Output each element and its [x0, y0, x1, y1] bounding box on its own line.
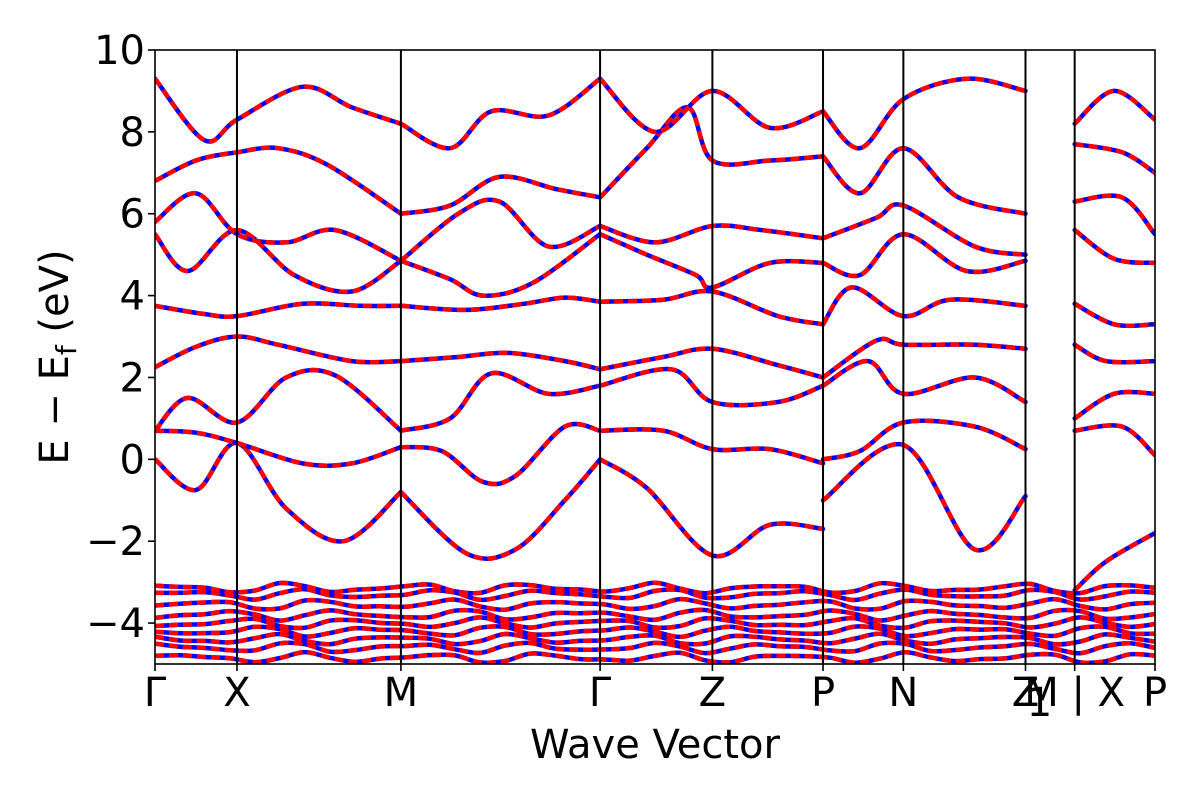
- band-line-red-16: [400, 350, 601, 372]
- x-tick-label-sub: 1: [1027, 680, 1052, 726]
- band-line-red-27: [599, 232, 824, 290]
- y-tick-label: 2: [120, 355, 145, 401]
- x-tick-label: P: [1143, 670, 1167, 716]
- y-tick-label: −4: [86, 601, 145, 647]
- band-line-red-2: [598, 457, 824, 559]
- y-tick-label: 8: [120, 110, 145, 156]
- y-tick-label: 4: [120, 274, 145, 320]
- x-tick-label: P: [811, 670, 835, 716]
- band-line-red-6: [400, 421, 601, 487]
- band-line-red-25: [155, 227, 403, 295]
- band-line-blue-40: [155, 76, 404, 144]
- x-tick-label: X: [223, 670, 250, 716]
- x-tick-label: N: [888, 670, 918, 716]
- band-line-red-11: [400, 370, 601, 433]
- y-tick-label: −2: [86, 519, 145, 565]
- band-line-red-14: [1073, 389, 1155, 421]
- kpoint-lines: [235, 50, 1076, 664]
- band-line-red-39: [1074, 141, 1155, 175]
- band-line-red-4: [1073, 531, 1155, 592]
- band-line-red-10: [155, 367, 403, 433]
- band-line-red-35: [155, 145, 403, 216]
- band-line-blue-41: [398, 76, 603, 151]
- band-line-red-24: [1073, 301, 1155, 329]
- band-line-red-9: [1074, 423, 1155, 457]
- x-tick-label: Γ: [144, 670, 167, 716]
- x-tick-label: Z: [1012, 670, 1039, 716]
- y-axis: −4 −2 0 2 4 6 8 10: [86, 28, 155, 647]
- y-axis-label-sub: f: [50, 344, 83, 355]
- y-tick-label: 10: [94, 28, 145, 74]
- y-axis-label-main: E − E: [32, 355, 78, 465]
- band-line-red-31: [399, 197, 602, 263]
- band-line-red-36: [400, 174, 601, 216]
- band-line-red-core-6: [155, 596, 1155, 613]
- band-line-red-34: [1074, 193, 1155, 236]
- band-line-red-20: [155, 301, 401, 319]
- band-line-red-core-5: [155, 607, 1155, 623]
- x-axis-label: Wave Vector: [530, 722, 781, 768]
- band-line-red-core-8: [155, 580, 1155, 596]
- y-axis-label: E − Ef (eV): [32, 249, 83, 464]
- x-tick-label: M: [384, 670, 419, 716]
- y-tick-label: 0: [120, 437, 145, 483]
- band-line-red-core-0: [155, 649, 1155, 664]
- band-line-red-30: [155, 191, 402, 263]
- band-line-red-0: [155, 440, 403, 544]
- band-line-red-5: [155, 428, 402, 468]
- y-axis-label-unit: (eV): [32, 249, 78, 345]
- band-line-red-core-1: [155, 640, 1155, 656]
- x-tick-label: M | X: [1024, 670, 1125, 716]
- x-tick-label: Z: [699, 670, 726, 716]
- band-line-red-42: [598, 77, 824, 135]
- x-tick-label: Γ: [589, 670, 612, 716]
- band-line-red-29: [1073, 228, 1155, 266]
- band-line-red-core-7: [155, 586, 1155, 603]
- band-line-red-44: [1073, 88, 1155, 126]
- band-line-red-3: [821, 441, 1028, 553]
- band-line-red-core-4: [155, 615, 1155, 631]
- band-line-red-1: [399, 457, 602, 561]
- y-tick-label: 6: [120, 192, 145, 238]
- band-line-red-37: [598, 105, 824, 199]
- band-line-red-core-3: [155, 624, 1155, 640]
- band-lines: [155, 76, 1155, 664]
- band-line-red-18: [821, 336, 1026, 380]
- band-line-red-19: [1073, 342, 1155, 365]
- band-line-red-23: [821, 285, 1026, 326]
- band-line-red-26: [400, 232, 602, 298]
- band-line-red-21: [400, 295, 601, 313]
- plot-frame: [154, 49, 1156, 665]
- band-line-red-core-2: [155, 631, 1155, 647]
- band-line-red-15: [155, 334, 401, 370]
